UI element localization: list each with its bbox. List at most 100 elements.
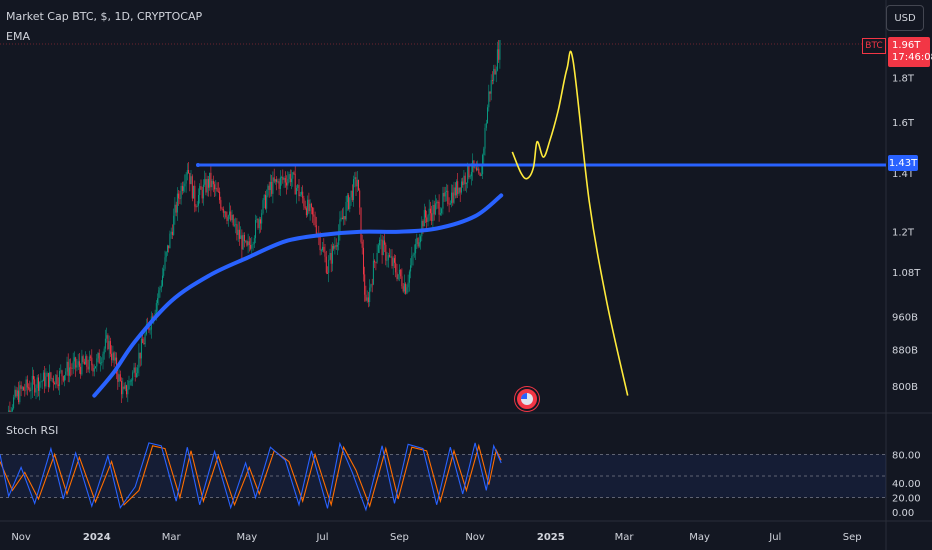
candle-body [349,197,351,209]
candle-body [456,181,457,196]
candle-body [431,213,433,222]
ema-indicator-label[interactable]: EMA [6,30,30,43]
candle-body [400,269,402,277]
time-axis-label: 2025 [537,532,565,543]
time-axis-label: Jul [315,532,328,543]
candle-body [415,244,417,254]
candle-body [91,357,93,366]
candle-body [134,367,136,377]
candle-body [257,219,259,228]
candle-body [348,195,350,209]
candle-body [485,123,487,128]
candle-body [176,193,178,213]
candle-body [346,195,348,202]
candle-body [474,167,476,169]
candle-body [480,174,482,176]
time-axis-label: Jul [768,532,781,543]
candle-body [487,107,488,124]
candle-body [128,380,130,390]
candle-body [284,178,286,183]
candle-body [436,201,438,204]
candle-body [11,408,13,412]
candle-body [97,353,99,359]
candle-body [158,290,160,299]
candle-body [432,205,434,221]
event-flag-icon[interactable] [515,387,539,411]
projection-drawing [511,50,629,396]
candle-body [350,190,352,198]
candle-body [453,187,455,203]
candle-body [24,390,26,392]
candle-body [267,185,269,196]
candle-body [46,373,48,377]
candle-body [363,247,364,275]
candle-body [118,374,120,382]
candle-body [101,362,103,364]
candle-body [82,356,84,362]
candle-body [411,256,413,266]
candle-body [253,238,255,244]
candle-body [416,238,418,245]
candle-body [243,235,245,242]
candle-body [498,49,500,60]
candle-body [359,190,361,208]
candle-body [248,241,250,245]
candle-body [484,127,486,149]
time-axis-label: Nov [465,532,485,543]
price-scale-label: 1.8T [892,73,915,84]
candle-body [464,175,466,184]
candle-body [229,211,230,216]
candle-body [155,303,157,313]
candle-body [31,375,33,390]
stoch-rsi-label[interactable]: Stoch RSI [6,424,59,437]
candle-body [252,243,254,245]
candle-body [274,179,276,182]
candle-body [483,148,485,155]
countdown-timer: 17:46:08 [892,52,932,63]
ticker-badge: BTC [862,38,886,54]
price-scale-label: 1.6T [892,118,915,129]
candle-body [117,373,119,382]
candle-body [40,381,42,383]
candle-body [201,189,203,199]
candle-body [322,246,323,251]
candle-body [446,190,448,192]
candle-body [413,253,415,255]
candle-body [313,214,315,217]
candle-body [154,312,156,317]
candle-body [194,185,196,207]
currency-button[interactable]: USD [886,5,924,31]
candle-body [245,241,247,242]
candlestick-series [8,40,501,412]
candle-body [139,352,141,359]
candle-body [442,193,444,209]
candle-body [241,235,243,250]
candle-body [137,367,139,374]
candle-body [81,356,83,375]
candle-body [222,209,224,213]
candle-body [49,372,51,387]
candle-body [430,208,431,214]
candle-body [304,206,306,209]
candle-body [449,203,451,205]
price-scale-label: 960B [892,313,918,324]
candle-body [80,366,82,375]
candle-body [293,172,295,174]
candle-body [303,198,305,207]
candle-body [396,272,398,279]
candle-body [13,397,15,409]
candle-body [85,356,87,365]
candle-body [83,361,85,365]
time-axis-label: Nov [11,532,31,543]
candle-body [199,186,201,195]
candle-body [122,386,124,395]
candle-body [61,370,63,377]
candle-body [299,194,301,197]
candle-body [162,275,163,286]
candle-body [109,341,111,354]
candle-body [327,272,328,274]
candle-body [475,167,477,171]
candle-body [489,91,491,94]
candle-body [28,387,29,389]
